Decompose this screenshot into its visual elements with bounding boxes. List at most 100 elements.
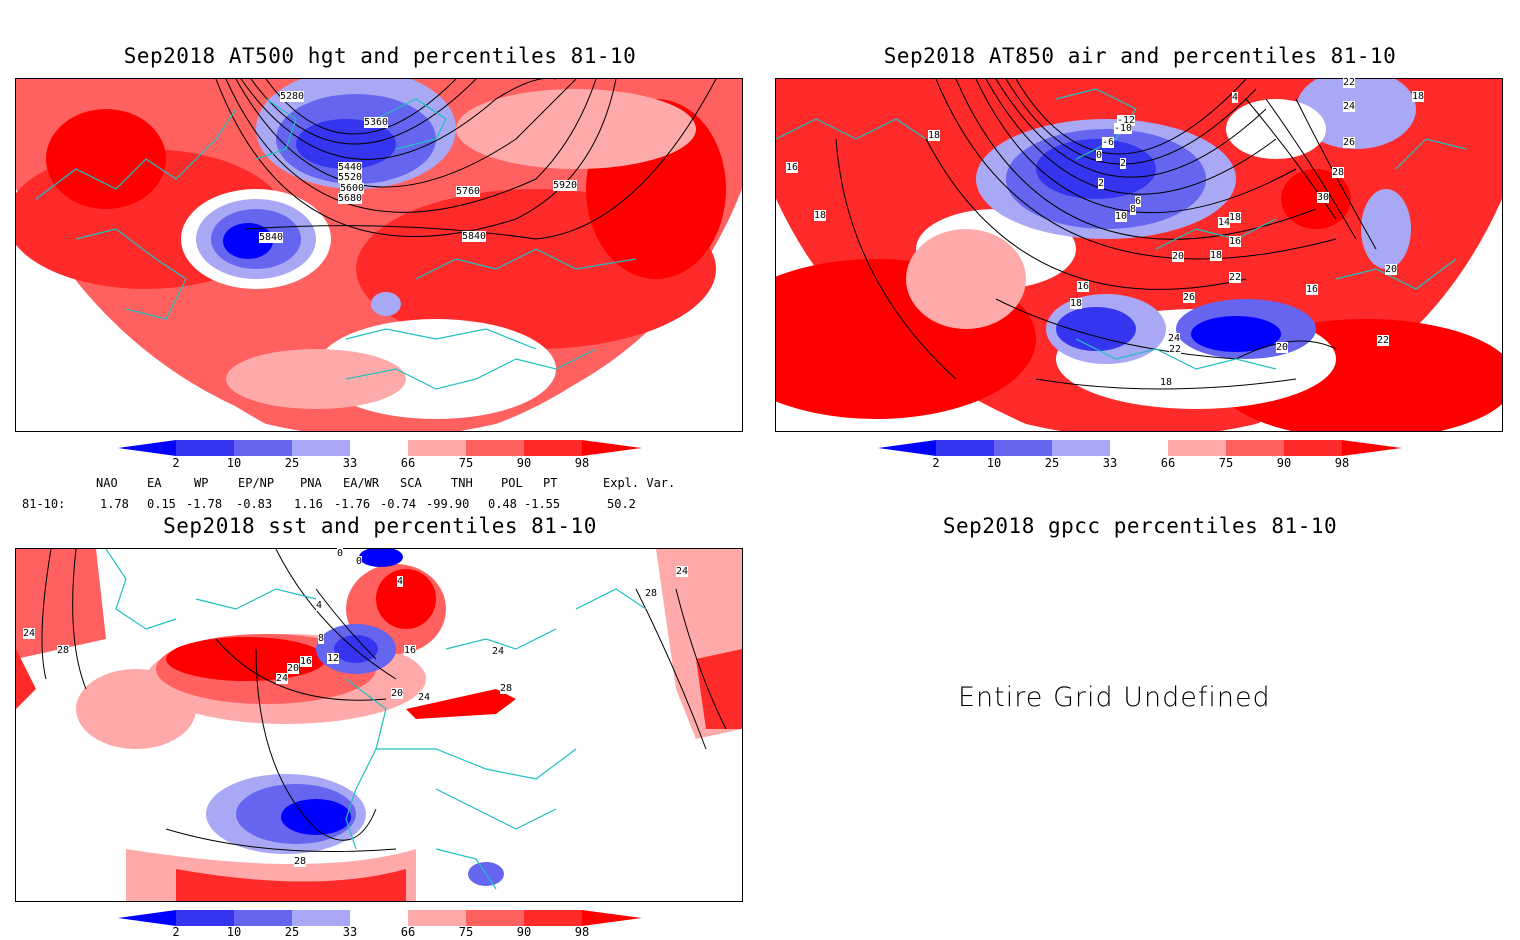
tele-value: -1.76 [334, 497, 371, 511]
colorbar-sst: 2 10 25 33 66 75 90 98 [118, 910, 642, 940]
colorbar-tick: 25 [284, 925, 300, 939]
colorbar-air-swatches [878, 440, 1402, 456]
contour-label: 26 [1343, 137, 1356, 148]
tele-value: 0.15 [147, 497, 176, 511]
contour-label: 5360 [364, 117, 389, 128]
contour-label: 8 [318, 633, 325, 644]
contour-label: 5440 [338, 162, 363, 173]
contour-label: 16 [1306, 284, 1319, 295]
colorbar-tick: 25 [1044, 456, 1060, 470]
contour-label: 4 [316, 600, 323, 611]
map-panel-hgt [15, 78, 743, 432]
colorbar-tick: 90 [516, 456, 532, 470]
tele-header: TNH [451, 476, 473, 490]
contour-label: -10 [1114, 123, 1133, 134]
colorbar-tick: 75 [1218, 456, 1234, 470]
contour-label: 28 [57, 645, 70, 656]
colorbar-sst-swatches [118, 910, 642, 926]
undefined-grid-message: Entire Grid Undefined [958, 682, 1271, 713]
tele-header: Expl. Var. [603, 476, 676, 490]
tele-header: SCA [400, 476, 422, 490]
tele-row-label: 81-10: [22, 497, 66, 511]
contour-label: 5680 [338, 193, 363, 204]
contour-label: 24 [418, 692, 431, 703]
tele-header: WP [194, 476, 209, 490]
contour-label: 16 [1077, 281, 1090, 292]
contour-label: 20 [391, 688, 404, 699]
contour-label: 16 [300, 656, 313, 667]
colorbar-tick: 33 [342, 456, 358, 470]
tele-value: -1.78 [186, 497, 223, 511]
contour-label: 18 [1229, 212, 1242, 223]
contour-label: 24 [23, 628, 36, 639]
contour-label: 16 [786, 162, 799, 173]
colorbar-tick: 98 [1334, 456, 1350, 470]
contour-label: 22 [1169, 344, 1182, 355]
contour-label: 16 [1229, 236, 1242, 247]
contour-label: 20 [287, 663, 300, 674]
contour-label: 26 [1183, 292, 1196, 303]
contour-label: 28 [645, 588, 658, 599]
contour-label: 22 [1229, 272, 1242, 283]
colorbar-hgt-swatches [118, 440, 642, 456]
colorbar-tick: 10 [226, 925, 242, 939]
map-sst [16, 549, 742, 901]
contour-label: 18 [1160, 377, 1173, 388]
tele-value: -0.83 [236, 497, 273, 511]
contour-label: 20 [1385, 264, 1398, 275]
colorbar-tick: 2 [932, 456, 940, 470]
contour-label: 28 [1332, 167, 1345, 178]
colorbar-tick: 66 [400, 456, 416, 470]
contour-label: 5840 [462, 231, 487, 242]
contour-label: 8 [1130, 204, 1137, 215]
map-air [776, 79, 1502, 431]
contour-label: 0 [337, 548, 344, 559]
colorbar-tick: 10 [226, 456, 242, 470]
contour-label: 24 [492, 646, 505, 657]
tele-value: -1.55 [524, 497, 561, 511]
contour-label: 28 [294, 856, 307, 867]
contour-label: 4 [397, 576, 404, 587]
tele-value: 1.78 [100, 497, 129, 511]
contour-label: -12 [1117, 115, 1136, 126]
tele-header: PT [543, 476, 558, 490]
contour-label: 18 [928, 130, 941, 141]
contour-label: 16 [404, 645, 417, 656]
panel-title-air: Sep2018 AT850 air and percentiles 81-10 [883, 44, 1397, 68]
contour-label: 30 [1317, 192, 1330, 203]
colorbar-tick: 25 [284, 456, 300, 470]
colorbar-tick: 33 [342, 925, 358, 939]
contour-label: 24 [1168, 333, 1181, 344]
contour-label: 2 [1098, 178, 1105, 189]
tele-header: PNA [300, 476, 322, 490]
colorbar-tick: 2 [172, 456, 180, 470]
contour-label: 18 [1070, 298, 1083, 309]
contour-label: 24 [676, 566, 689, 577]
colorbar-tick: 98 [574, 925, 590, 939]
tele-header: POL [501, 476, 523, 490]
contour-label: 6 [1135, 196, 1142, 207]
tele-value: 50.2 [607, 497, 636, 511]
colorbar-tick: 90 [1276, 456, 1292, 470]
contour-label: 18 [1210, 250, 1223, 261]
contour-label: 5520 [338, 172, 363, 183]
colorbar-tick: 10 [986, 456, 1002, 470]
tele-header: NAO [96, 476, 118, 490]
contour-label: 2 [1120, 158, 1127, 169]
contour-label: 0 [1096, 150, 1103, 161]
panel-title-sst: Sep2018 sst and percentiles 81-10 [163, 514, 597, 538]
tele-header: EA [147, 476, 162, 490]
contour-label: 5840 [259, 232, 284, 243]
contour-label: 5600 [340, 183, 365, 194]
contour-label: -6 [1102, 137, 1115, 148]
colorbar-tick: 66 [1160, 456, 1176, 470]
panel-title-gpcc: Sep2018 gpcc percentiles 81-10 [942, 514, 1338, 538]
contour-label: 0 [356, 556, 363, 567]
colorbar-tick: 90 [516, 925, 532, 939]
contour-label: 4 [1232, 92, 1239, 103]
colorbar-tick: 98 [574, 456, 590, 470]
colorbar-tick: 2 [172, 925, 180, 939]
colorbar-tick: 75 [458, 925, 474, 939]
tele-value: -99.90 [426, 497, 470, 511]
tele-value: 0.48 [488, 497, 517, 511]
